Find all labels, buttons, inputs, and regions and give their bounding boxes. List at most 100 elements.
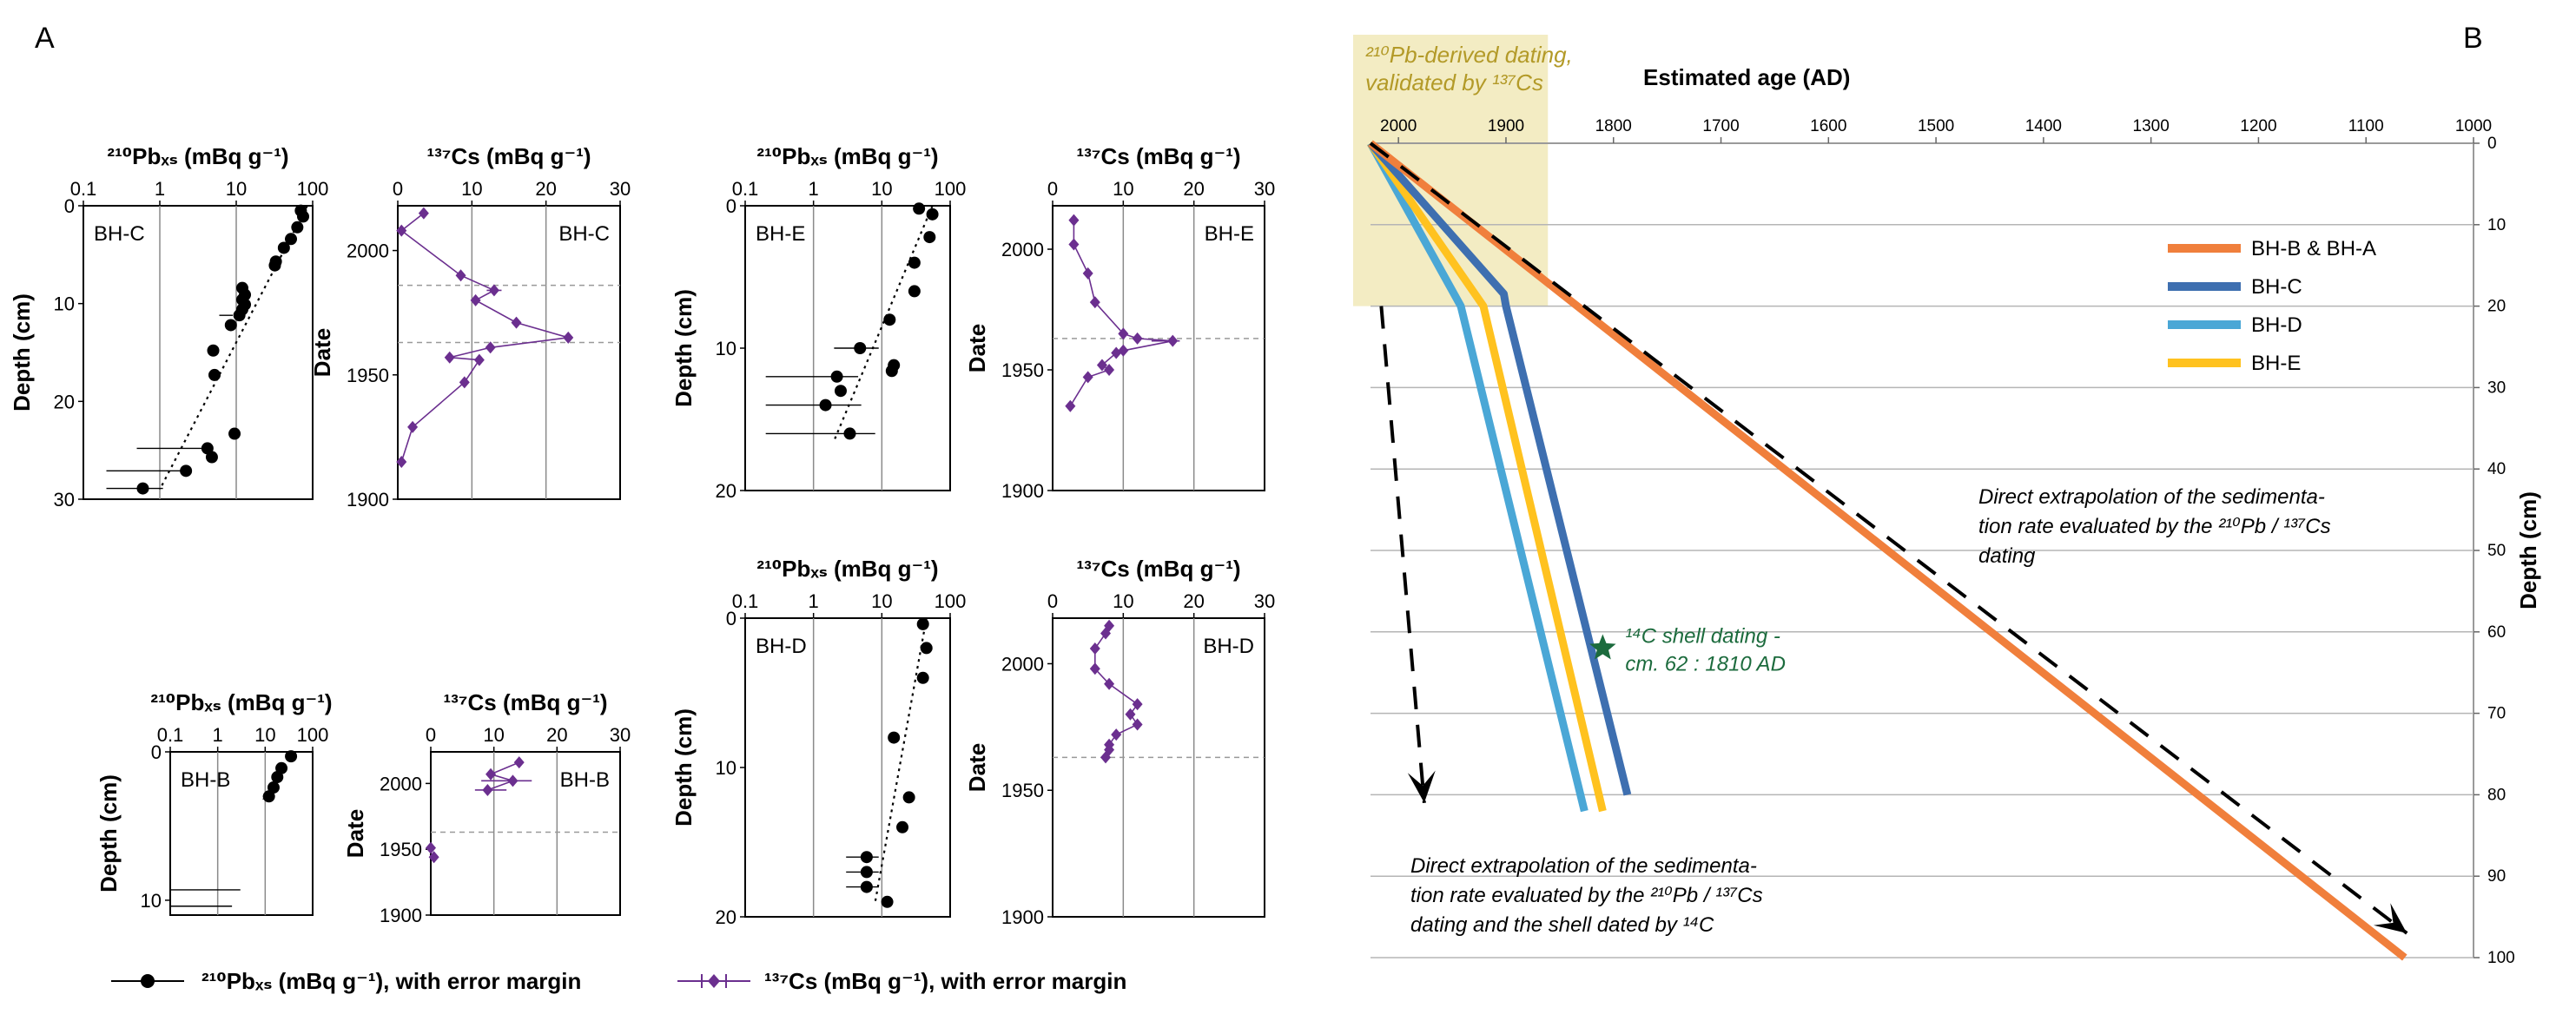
pb-data-point xyxy=(854,342,867,354)
cs-data-point xyxy=(1125,708,1136,721)
b-annotation-lower-line: dating and the shell dated by ¹⁴C xyxy=(1410,913,1714,937)
cs-x-tick-label: 10 xyxy=(1113,590,1133,612)
cs-x-tick-label: 20 xyxy=(546,724,567,746)
b-y-tick-label: 70 xyxy=(2487,705,2506,723)
pb-data-point xyxy=(297,210,310,223)
pb-data-point xyxy=(883,313,896,326)
cs-plot-frame xyxy=(1052,617,1265,918)
cs-axis-title: ¹³⁷Cs (mBq g⁻¹) xyxy=(426,143,591,169)
pb-data-point xyxy=(228,427,241,440)
pb-data-point xyxy=(916,617,929,630)
pb-y-tick-label: 10 xyxy=(54,293,75,315)
pb-data-point xyxy=(920,642,933,655)
depth-axis-label: Depth (cm) xyxy=(9,293,35,412)
pb-axis-title: ²¹⁰Pbₓₛ (mBq g⁻¹) xyxy=(756,143,938,169)
date-axis-label: Date xyxy=(964,324,990,372)
pb-x-tick-label: 0.1 xyxy=(732,590,759,612)
b-extrapolation-arrowhead xyxy=(1407,770,1436,803)
pb-data-point xyxy=(205,451,218,464)
cs-data-point xyxy=(1068,238,1080,251)
cs-data-point xyxy=(1132,698,1143,711)
b-annotation-lower-line: Direct extrapolation of the sedimenta- xyxy=(1410,854,1757,878)
pb-y-tick-label: 10 xyxy=(716,338,736,359)
b-x-tick-label: 1000 xyxy=(2455,117,2492,135)
pb-y-tick-label: 0 xyxy=(726,195,736,217)
core-label: BH-D xyxy=(1203,635,1254,658)
cs-axis-title: ¹³⁷Cs (mBq g⁻¹) xyxy=(443,689,607,715)
cs-data-point xyxy=(563,331,574,344)
cs-data-point xyxy=(444,351,455,364)
b-series-line-bh-b-bh-a xyxy=(1368,140,2408,961)
cs-data-point xyxy=(1167,334,1179,347)
pb-data-point xyxy=(180,464,193,478)
cs-data-point xyxy=(418,207,429,220)
pb-data-point xyxy=(136,482,149,495)
pb-y-tick-label: 20 xyxy=(716,906,736,928)
pb-data-point xyxy=(285,750,298,763)
pb-trend-line xyxy=(874,617,928,902)
depth-axis-label: Depth (cm) xyxy=(96,774,122,893)
legend-cs-label: ¹³⁷Cs (mBq g⁻¹), with error margin xyxy=(764,968,1126,994)
b-annotation-upper-line: dating xyxy=(1978,544,2036,568)
cs-x-tick-label: 30 xyxy=(610,724,631,746)
pb-data-point xyxy=(262,790,275,803)
cs-x-tick-label: 20 xyxy=(1183,590,1204,612)
cs-y-tick-label: 1900 xyxy=(1001,906,1044,928)
b-legend-label: BH-E xyxy=(2251,352,2301,375)
legend-cs-marker xyxy=(708,974,720,988)
cs-y-tick-label: 2000 xyxy=(1001,653,1044,675)
cs-y-tick-label: 1950 xyxy=(1001,359,1044,381)
cs-series-line xyxy=(400,212,569,463)
b-annotation-upper-line: tion rate evaluated by the ²¹⁰Pb / ¹³⁷Cs xyxy=(1978,515,2331,538)
cs-x-tick-label: 10 xyxy=(461,178,482,200)
b-series-line-bh-e xyxy=(1367,141,1607,813)
pb-y-tick-label: 30 xyxy=(54,489,75,510)
pb-data-point xyxy=(208,368,221,381)
core-label: BH-C xyxy=(94,222,145,246)
pb-trend-line xyxy=(159,205,308,491)
pb-x-tick-label: 100 xyxy=(297,724,329,746)
b-x-tick-label: 1500 xyxy=(1918,117,1954,135)
pb-axis-title: ²¹⁰Pbₓₛ (mBq g⁻¹) xyxy=(150,689,332,715)
date-axis-label: Date xyxy=(309,328,335,377)
pb-x-tick-label: 1 xyxy=(155,178,165,200)
b-y-tick-label: 80 xyxy=(2487,786,2506,804)
pb-x-tick-label: 100 xyxy=(935,590,967,612)
pb-data-point xyxy=(923,231,936,244)
cs-y-tick-label: 1950 xyxy=(347,365,389,386)
cs-x-tick-label: 0 xyxy=(1047,178,1058,200)
cs-data-point xyxy=(1096,359,1107,372)
cs-x-tick-label: 30 xyxy=(1254,590,1275,612)
pb-x-tick-label: 1 xyxy=(809,178,819,200)
pb-x-tick-label: 100 xyxy=(297,178,329,200)
depth-axis-label: Depth (cm) xyxy=(670,708,697,827)
cs-data-point xyxy=(459,376,470,389)
legend-pb-marker xyxy=(141,974,155,988)
cs-data-point xyxy=(1089,642,1100,655)
cs-y-tick-label: 2000 xyxy=(380,773,422,794)
cs-data-point xyxy=(1100,751,1111,764)
pb-data-point xyxy=(902,791,915,804)
b-x-tick-label: 1300 xyxy=(2133,117,2170,135)
pb-y-tick-label: 0 xyxy=(151,741,162,763)
pb-x-tick-label: 0.1 xyxy=(157,724,184,746)
b-y-tick-label: 90 xyxy=(2487,867,2506,886)
pb-x-tick-label: 10 xyxy=(871,178,892,200)
cs-x-tick-label: 30 xyxy=(610,178,631,200)
b-series-line-bh-c xyxy=(1367,141,1632,796)
pb-data-point xyxy=(819,399,832,412)
legend-pb-label: ²¹⁰Pbₓₛ (mBq g⁻¹), with error margin xyxy=(201,968,581,994)
cs-plot-frame xyxy=(397,205,621,500)
pb-data-point xyxy=(834,385,847,398)
date-axis-label: Date xyxy=(342,809,368,858)
star-label-line1: ¹⁴C shell dating - xyxy=(1625,625,1780,649)
pb-data-point xyxy=(285,233,298,246)
cs-x-tick-label: 30 xyxy=(1254,178,1275,200)
cs-x-tick-label: 20 xyxy=(1183,178,1204,200)
b-y-tick-label: 100 xyxy=(2487,949,2515,967)
cs-data-point xyxy=(426,841,436,854)
cs-y-tick-label: 2000 xyxy=(1001,239,1044,260)
b-legend-label: BH-B & BH-A xyxy=(2251,237,2376,260)
cs-x-tick-label: 0 xyxy=(393,178,403,200)
